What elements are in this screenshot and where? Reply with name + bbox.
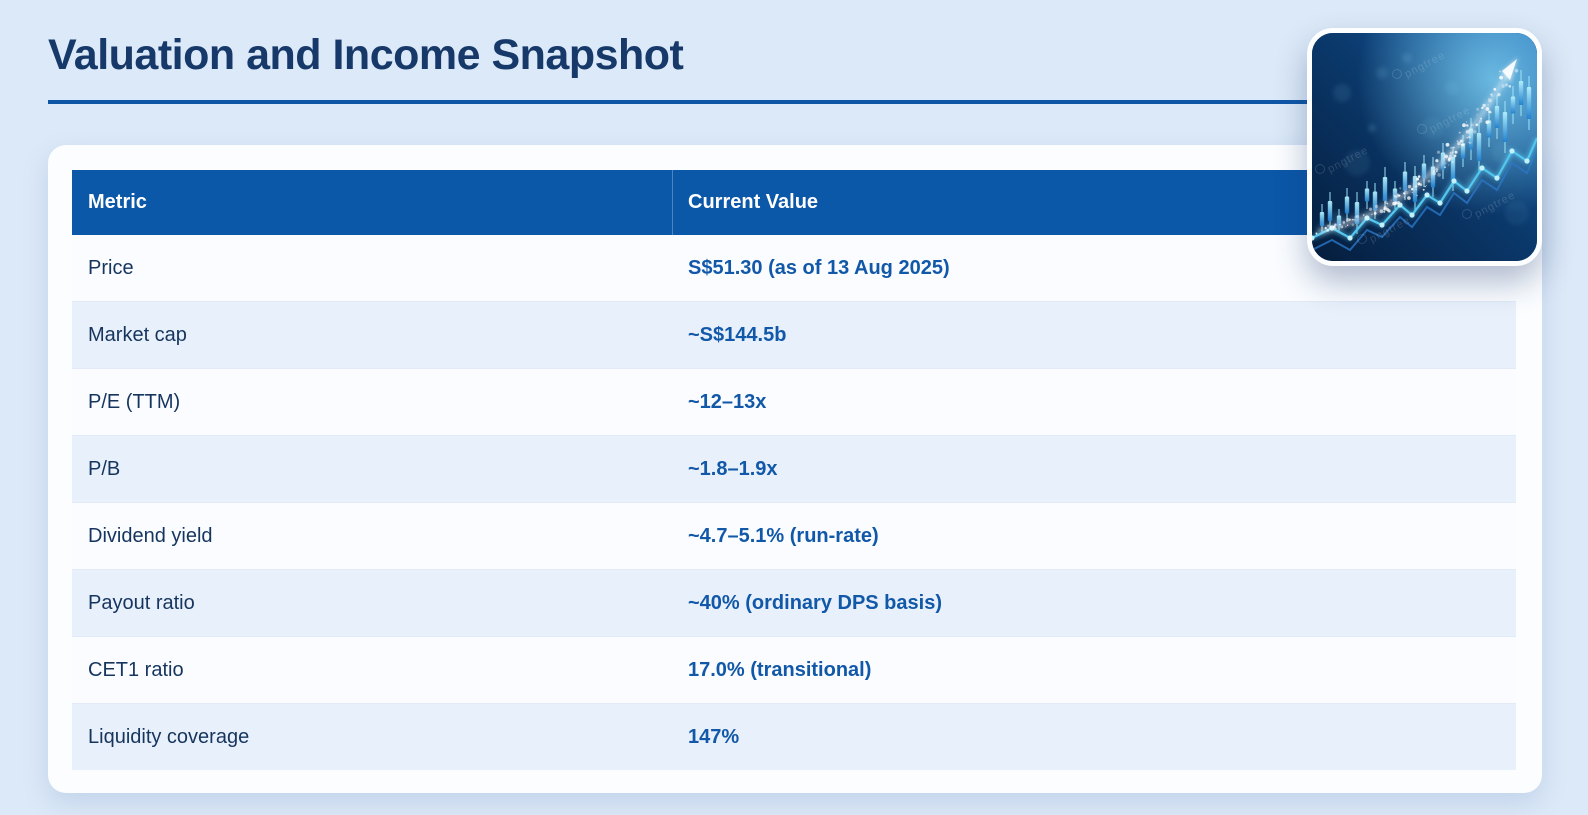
page-title: Valuation and Income Snapshot [48,31,683,80]
table-row: Price S$51.30 (as of 13 Aug 2025) [72,235,1516,302]
metric-cell: P/E (TTM) [72,369,672,436]
value-cell: ~1.8–1.9x [672,436,1516,503]
column-header-metric: Metric [72,170,672,235]
table-row: Liquidity coverage 147% [72,704,1516,771]
table-row: Payout ratio ~40% (ordinary DPS basis) [72,570,1516,637]
stock-chart-illustration: pngtreepngtreepngtreepngtreepngtree [1312,33,1537,261]
metric-cell: CET1 ratio [72,637,672,704]
table-row: Market cap ~S$144.5b [72,302,1516,369]
table-row: P/E (TTM) ~12–13x [72,369,1516,436]
table-body: Price S$51.30 (as of 13 Aug 2025) Market c… [72,235,1516,770]
table-header-row: Metric Current Value [72,170,1516,235]
metric-cell: Market cap [72,302,672,369]
table-row: CET1 ratio 17.0% (transitional) [72,637,1516,704]
metric-cell: P/B [72,436,672,503]
valuation-table: Metric Current Value Price S$51.30 (as of… [72,170,1516,770]
stock-market-image: pngtree pngtree pngtree pngtree pngtree [1307,28,1542,266]
value-cell: 147% [672,704,1516,771]
table-row: Dividend yield ~4.7–5.1% (run-rate) [72,503,1516,570]
metric-cell: Dividend yield [72,503,672,570]
value-cell: ~S$144.5b [672,302,1516,369]
metric-cell: Liquidity coverage [72,704,672,771]
value-cell: ~40% (ordinary DPS basis) [672,570,1516,637]
value-cell: ~12–13x [672,369,1516,436]
value-cell: ~4.7–5.1% (run-rate) [672,503,1516,570]
metric-cell: Price [72,235,672,302]
table-row: P/B ~1.8–1.9x [72,436,1516,503]
value-cell: 17.0% (transitional) [672,637,1516,704]
metric-cell: Payout ratio [72,570,672,637]
